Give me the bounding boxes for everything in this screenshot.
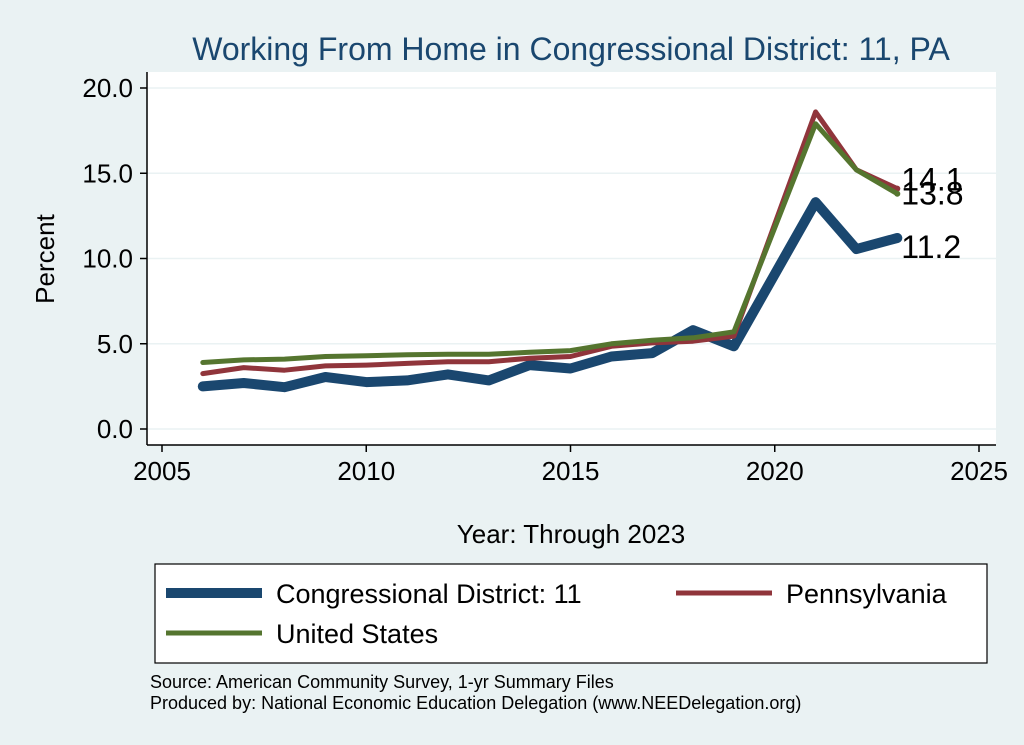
y-tick-label: 10.0 — [82, 244, 133, 274]
data-series — [197, 109, 903, 393]
x-tick-label: 2015 — [542, 456, 600, 486]
x-tick-label: 2005 — [133, 456, 191, 486]
y-tick-label: 0.0 — [97, 414, 133, 444]
x-axis-label: Year: Through 2023 — [457, 519, 685, 549]
end-label-1: 14.1 — [901, 162, 963, 198]
grid-lines — [147, 87, 996, 430]
x-tick-label: 2010 — [337, 456, 395, 486]
legend-label-congressional-district: Congressional District: 11 — [276, 579, 582, 609]
x-tick-label: 2025 — [950, 456, 1008, 486]
legend-label-pennsylvania: Pennsylvania — [786, 579, 948, 609]
y-axis-ticks: 0.0 5.0 10.0 15.0 20.0 — [82, 73, 147, 444]
series-end-point-0 — [894, 235, 901, 242]
series-line-2 — [200, 121, 900, 365]
y-tick-label: 20.0 — [82, 73, 133, 103]
source-note: Source: American Community Survey, 1-yr … — [150, 672, 614, 692]
y-tick-label: 5.0 — [97, 329, 133, 359]
x-tick-label: 2020 — [746, 456, 804, 486]
legend-box — [154, 563, 988, 664]
end-label-0: 11.2 — [901, 229, 961, 265]
produced-by-note: Produced by: National Economic Education… — [150, 693, 801, 713]
series-line-0 — [197, 197, 903, 393]
y-axis-label: Percent — [30, 213, 60, 303]
x-axis-ticks: 2005 2010 2015 2020 2025 — [133, 445, 1008, 486]
end-labels: 11.2 14.113.8 — [901, 162, 963, 265]
y-tick-label: 15.0 — [82, 158, 133, 188]
legend-label-united-states: United States — [276, 619, 438, 649]
legend: Congressional District: 11 Pennsylvania … — [154, 563, 988, 664]
series-end-point-2 — [894, 190, 901, 197]
end-label-2: 13.8 — [901, 176, 963, 212]
chart-title: Working From Home in Congressional Distr… — [192, 31, 950, 67]
